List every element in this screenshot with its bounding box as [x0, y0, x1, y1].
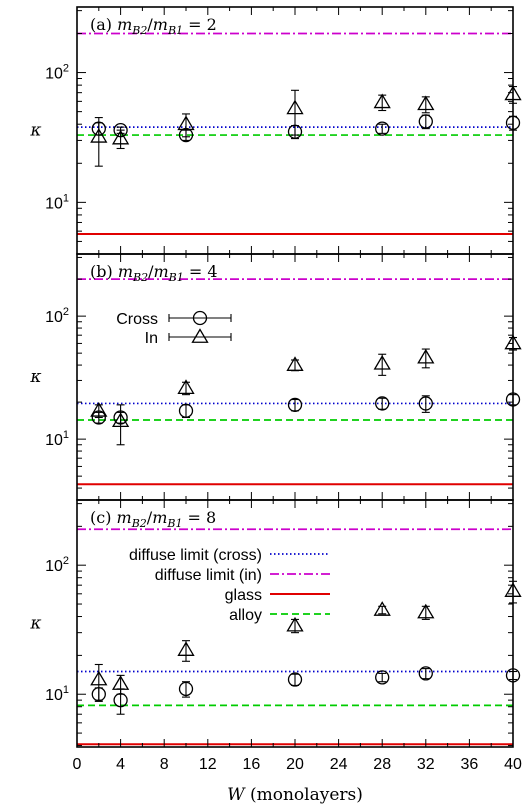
triangle-marker: [417, 603, 435, 619]
panel-title: (a) mB2/mB1 = 2: [90, 15, 217, 37]
triangle-marker: [373, 601, 391, 616]
panel-a: 101 102 κ (a) mB2/mB1 = 2: [29, 6, 522, 255]
y-tick-label: 102: [45, 555, 69, 575]
circle-marker: [418, 666, 433, 681]
y-axis-label: κ: [29, 614, 41, 634]
marker-legend: Cross In: [116, 310, 232, 347]
x-tick-label: 16: [243, 756, 261, 773]
panel-title: (c) mB2/mB1 = 8: [90, 508, 216, 530]
legend-label: diffuse limit (in): [155, 567, 262, 584]
legend-label: diffuse limit (cross): [129, 547, 262, 564]
circle-marker: [418, 396, 433, 411]
x-tick-label: 24: [330, 756, 348, 773]
panel-c: 101 102 κ (c) mB2/mB1 = 8 diffuse limit (cro…: [29, 499, 522, 773]
triangle-marker: [111, 129, 130, 145]
panel-b: 101 102 κ (b) mB2/mB1 = 4 Cross In: [29, 253, 522, 501]
circle-marker: [287, 672, 303, 687]
x-tick-label: 4: [116, 756, 125, 773]
triangle-marker: [90, 128, 108, 143]
triangle-marker: [177, 379, 195, 394]
x-axis-label: W (monolayers): [227, 785, 363, 805]
series-cross: [91, 114, 521, 143]
circle-marker: [375, 670, 390, 685]
x-tick-label: 20: [286, 756, 304, 773]
triangle-marker: [90, 670, 108, 686]
y-axis-label: κ: [29, 367, 41, 387]
legend-label: glass: [225, 587, 262, 604]
x-tick-label: 36: [461, 756, 479, 773]
y-tick-label: 101: [45, 684, 69, 704]
legend-label: Cross: [116, 311, 158, 328]
plot-frame: [76, 499, 514, 748]
legend-label: In: [145, 330, 158, 347]
legend-label: alloy: [229, 607, 262, 624]
circle-marker: [178, 681, 194, 697]
triangle-marker: [286, 616, 304, 632]
circle-marker: [375, 121, 390, 136]
x-tick-label: 28: [373, 756, 391, 773]
series-in: [90, 580, 522, 701]
x-tick-label: 12: [199, 756, 217, 773]
series-in: [90, 334, 522, 446]
triangle-marker: [177, 115, 195, 131]
triangle-marker: [177, 641, 195, 656]
plot-frame: [76, 253, 514, 501]
triangle-marker: [111, 675, 130, 690]
series-cross: [91, 666, 521, 715]
triangle-marker: [90, 402, 108, 417]
triangle-marker: [286, 99, 304, 115]
triangle-marker: [373, 354, 391, 370]
line-legend: diffuse limit (cross) diffuse limit (in) g…: [129, 547, 330, 624]
x-tick-label: 8: [160, 756, 169, 773]
panel-title: (b) mB2/mB1 = 4: [90, 262, 218, 284]
triangle-marker: [286, 356, 304, 371]
x-tick-label: 40: [504, 756, 522, 773]
triangle-marker: [191, 328, 209, 343]
triangle-marker: [417, 348, 435, 364]
circle-marker: [287, 397, 303, 412]
x-tick-label: 0: [73, 756, 82, 773]
circle-marker: [375, 396, 390, 411]
panels: 101 102 κ (a) mB2/mB1 = 2 101 102 κ (b) mB2/mB1…: [29, 6, 522, 773]
y-axis-label: κ: [29, 121, 41, 141]
circle-marker: [418, 114, 433, 129]
circle-marker: [178, 403, 194, 418]
y-tick-label: 101: [45, 192, 69, 212]
circle-marker: [192, 310, 208, 326]
triangle-marker: [373, 93, 391, 109]
y-tick-label: 102: [45, 306, 69, 326]
x-tick-label: 32: [417, 756, 435, 773]
y-tick-label: 102: [45, 63, 69, 83]
triangle-marker: [111, 412, 130, 428]
y-tick-label: 101: [45, 429, 69, 449]
triangle-marker: [417, 95, 435, 111]
